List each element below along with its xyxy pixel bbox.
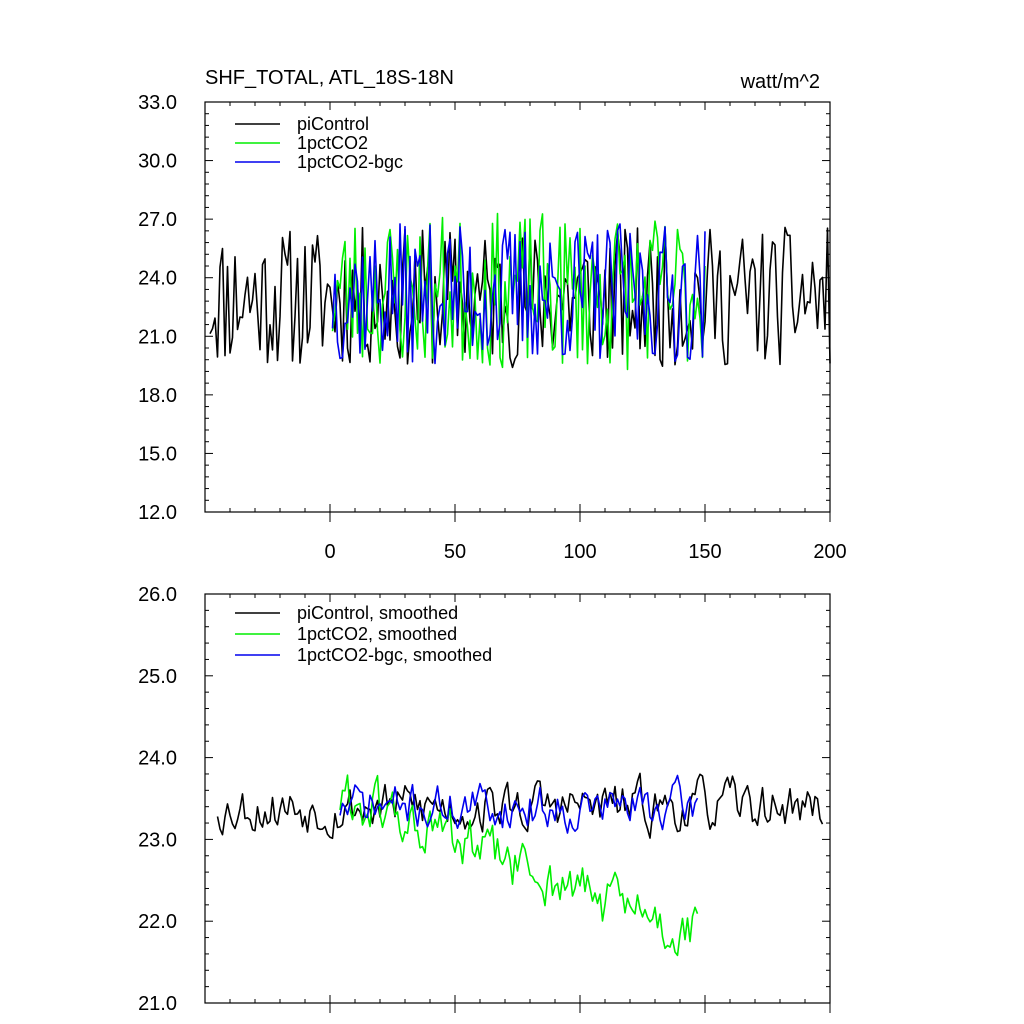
legend-label: 1pctCO2 — [297, 133, 368, 153]
series-line-picontrol — [209, 226, 831, 369]
plot-frame — [204, 593, 831, 1004]
y-tick-label: 24.0 — [138, 268, 177, 290]
x-tick-label: 50 — [444, 541, 466, 563]
y-tick-label: 33.0 — [138, 92, 177, 114]
y-tick-label: 22.0 — [138, 911, 177, 933]
y-tick-label: 27.0 — [138, 209, 177, 231]
series-line-picontrol-smoothed — [216, 772, 824, 840]
units-label: watt/m^2 — [740, 71, 820, 93]
y-tick-label: 15.0 — [138, 443, 177, 465]
x-tick-label: 100 — [563, 541, 596, 563]
plot-frame — [204, 101, 831, 513]
legend-label: piControl, smoothed — [297, 603, 458, 623]
y-tick-label: 24.0 — [138, 748, 177, 770]
legend-label: piControl — [297, 114, 369, 134]
y-tick-label: 23.0 — [138, 829, 177, 851]
legend-label: 1pctCO2-bgc — [297, 152, 403, 172]
series-line-1pctco2-smoothed — [339, 774, 699, 957]
y-tick-label: 21.0 — [138, 993, 177, 1015]
y-tick-label: 25.0 — [138, 666, 177, 688]
y-tick-label: 21.0 — [138, 326, 177, 348]
chart-title: SHF_TOTAL, ATL_18S-18N — [205, 67, 454, 89]
panel-2: 21.0 22.0 23.0 24.0 25.0 26.0 piControl, smoot… — [138, 584, 831, 1015]
x-tick-label: 0 — [324, 541, 335, 563]
panel-1: 12.0 15.0 18.0 21.0 24.0 27.0 30.0 33.0 0 50 100 15… — [138, 67, 847, 563]
y-tick-label: 18.0 — [138, 385, 177, 407]
y-tick-label: 30.0 — [138, 151, 177, 173]
series-line-1pctco2-bgc — [331, 223, 706, 365]
y-tick-label: 12.0 — [138, 502, 177, 524]
legend-label: 1pctCO2, smoothed — [297, 624, 457, 644]
series-line-1pctco2-bgc-smoothed — [339, 774, 699, 834]
y-tick-label: 26.0 — [138, 584, 177, 606]
legend-label: 1pctCO2-bgc, smoothed — [297, 645, 492, 665]
x-tick-label: 150 — [688, 541, 721, 563]
x-tick-label: 200 — [813, 541, 846, 563]
